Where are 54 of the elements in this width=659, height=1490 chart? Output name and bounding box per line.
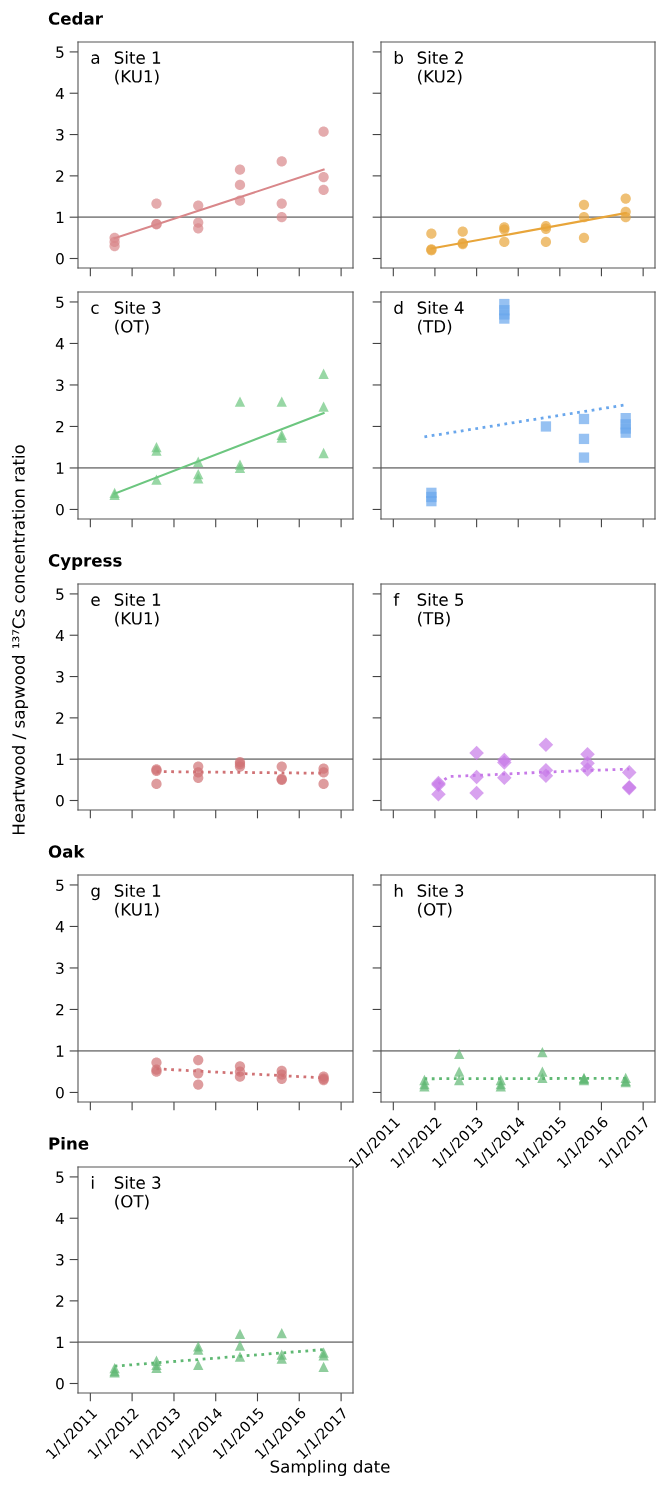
y-tick-label: 2	[56, 420, 64, 433]
chart-title: Cypress	[48, 554, 122, 571]
y-tick-label: 5	[56, 588, 64, 600]
chart-title: Cedar	[48, 11, 103, 25]
y-tick-label: 1	[56, 1045, 64, 1057]
y-tick-label: 5	[56, 296, 64, 308]
y-tick-label: 4	[55, 629, 64, 642]
annotation: Site 3 (OT)	[114, 301, 161, 335]
y-tick-label: 4	[55, 87, 64, 100]
chart-title: Oak	[48, 844, 85, 858]
y-tick-label: 3	[56, 1254, 64, 1266]
y-tick-label: 2	[56, 170, 64, 182]
annotation: c	[91, 304, 99, 314]
annotation: b	[394, 51, 403, 64]
annotation: Site 1 (KU1)	[114, 884, 161, 918]
x-axis-title: Sampling date	[270, 1459, 390, 1477]
chart-title: Pine	[49, 1136, 89, 1150]
y-tick-label: 2	[56, 1295, 64, 1307]
annotation: h	[394, 884, 403, 897]
y-tick-label: 3	[56, 379, 64, 391]
annotation: g	[91, 887, 100, 901]
annotation: Site 4 (TD)	[417, 301, 464, 335]
y-tick-label: 3	[56, 671, 64, 683]
y-tick-label: 4	[55, 338, 64, 350]
y-tick-label: 4	[55, 921, 64, 933]
y-axis-title: Heartwood / sapwood ¹³⁷Cs concentration ratio	[11, 445, 29, 835]
annotation: a	[91, 54, 100, 64]
y-tick-label: 0	[56, 1377, 64, 1390]
y-tick-label: 0	[56, 1086, 64, 1099]
y-tick-label: 2	[56, 712, 64, 724]
annotation: i	[91, 1176, 94, 1189]
y-tick-label: 0	[56, 794, 64, 807]
annotation: Site 3 (OT)	[417, 884, 464, 918]
y-tick-label: 1	[56, 753, 64, 765]
y-tick-label: 5	[56, 879, 64, 891]
y-tick-label: 1	[56, 1336, 64, 1348]
y-tick-label: 5	[56, 1171, 64, 1183]
y-tick-label: 4	[55, 1212, 64, 1225]
annotation: e	[91, 596, 100, 606]
annotation: Site 1 (KU1)	[114, 51, 161, 85]
y-tick-label: 1	[56, 462, 64, 474]
y-tick-label: 1	[56, 211, 64, 223]
annotation: Site 2 (KU2)	[417, 51, 463, 85]
annotation: d	[394, 301, 403, 314]
y-tick-label: 3	[56, 962, 64, 974]
y-tick-label: 2	[56, 1003, 64, 1016]
y-tick-label: 3	[56, 129, 64, 141]
annotation: f	[393, 593, 400, 606]
annotation: Site 3 (OT)	[114, 1176, 161, 1210]
y-tick-label: 0	[56, 252, 64, 265]
annotation: Site 5 (TB)	[417, 593, 464, 627]
annotation: Site 1 (KU1)	[114, 593, 161, 627]
y-tick-label: 5	[56, 46, 64, 58]
y-tick-label: 0	[56, 503, 64, 516]
